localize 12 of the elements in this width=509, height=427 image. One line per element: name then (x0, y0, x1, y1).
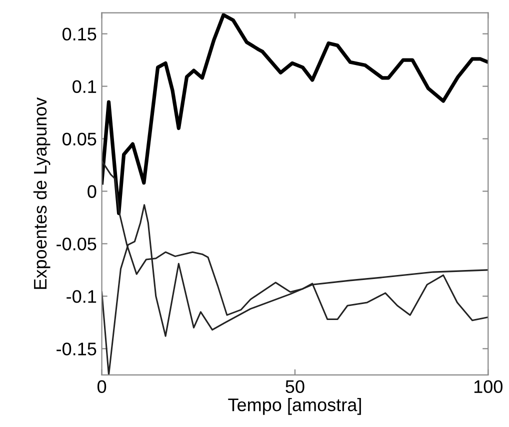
y-tick-label: -0.1 (66, 290, 96, 303)
y-tick-label: -0.05 (56, 238, 96, 250)
x-axis-title: Tempo [amostra] (228, 398, 361, 415)
y-tick-label: 0.1 (72, 80, 96, 93)
x-tick-label: 0 (97, 380, 106, 394)
y-tick-label: -0.15 (56, 342, 96, 356)
y-axis-title: Expoentes de Lyapunov (33, 97, 50, 289)
y-tick-label: 0 (88, 185, 96, 198)
y-tick-label: 0.15 (62, 28, 96, 41)
x-tick-label: 100 (474, 380, 502, 394)
x-tick-label: 50 (286, 380, 304, 394)
y-tick-label: 0.05 (62, 132, 96, 146)
